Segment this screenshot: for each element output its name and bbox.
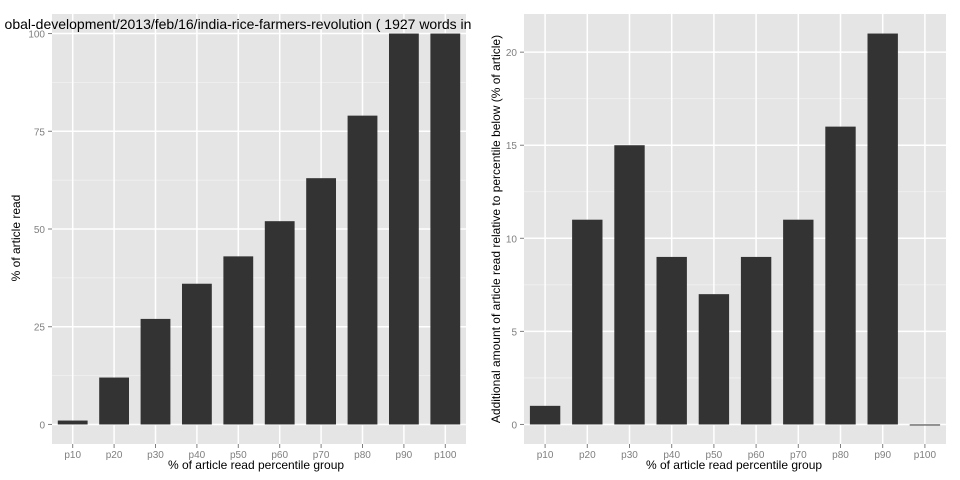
bar-p10 [57, 420, 88, 425]
y-tick-label: 20 [506, 48, 518, 59]
x-tick-label: p70 [313, 450, 330, 461]
y-tick-label: 15 [506, 141, 518, 152]
bar-p90 [867, 33, 898, 425]
right-x-ticks: p10 p20 p30 p40 p50 p60 p70 p80 p90 p100 [537, 444, 937, 461]
bar-p20 [572, 219, 603, 425]
x-tick-label: p70 [790, 450, 807, 461]
left-bars [57, 33, 461, 425]
x-tick-label: p100 [914, 450, 937, 461]
right-chart: 0 5 10 15 20 p10 p20 p30 p40 p50 p60 p70 p80 p90 p100… [489, 14, 946, 472]
right-y-ticks: 0 5 10 15 20 [506, 48, 524, 431]
bar-p30 [140, 318, 171, 425]
bar-p20 [99, 377, 130, 425]
left-x-axis-label: % of article read percentile group [168, 458, 344, 472]
bar-p100 [430, 33, 461, 425]
bar-p80 [347, 115, 378, 425]
x-tick-label: p90 [396, 450, 413, 461]
bar-p30 [614, 145, 645, 425]
y-tick-label: 100 [28, 30, 45, 41]
x-tick-label: p80 [832, 450, 849, 461]
x-tick-label: p10 [64, 450, 81, 461]
bar-p50 [698, 294, 730, 425]
x-tick-label: p80 [354, 450, 371, 461]
x-tick-label: p30 [147, 450, 164, 461]
bar-p60 [264, 221, 295, 425]
y-tick-label: 5 [511, 327, 517, 338]
y-tick-label: 0 [39, 420, 45, 431]
bar-p70 [306, 178, 337, 425]
bar-p60 [740, 256, 772, 425]
bar-p70 [783, 219, 814, 425]
bar-p40 [656, 256, 687, 425]
bar-p100 [909, 424, 941, 426]
bar-p50 [223, 256, 254, 425]
x-tick-label: p20 [579, 450, 596, 461]
left-chart-title: obal-development/2013/feb/16/india-rice-… [5, 16, 472, 32]
y-tick-label: 25 [34, 323, 46, 334]
y-tick-label: 75 [34, 127, 46, 138]
bar-p90 [388, 33, 419, 425]
x-tick-label: p60 [748, 450, 765, 461]
x-tick-label: p20 [106, 450, 123, 461]
x-tick-label: p40 [663, 450, 680, 461]
x-tick-label: p90 [874, 450, 891, 461]
x-tick-label: p60 [271, 450, 288, 461]
bar-p80 [825, 126, 856, 425]
bar-p40 [181, 283, 212, 425]
right-x-axis-label: % of article read percentile group [646, 458, 822, 472]
right-bars [529, 33, 941, 426]
x-tick-label: p50 [230, 450, 247, 461]
x-tick-label: p40 [189, 450, 206, 461]
bar-p10 [529, 405, 561, 425]
y-tick-label: 50 [34, 225, 46, 236]
left-y-axis-label: % of article read [9, 195, 23, 282]
y-tick-label: 10 [506, 234, 518, 245]
x-tick-label: p30 [621, 450, 638, 461]
left-x-ticks: p10 p20 p30 p40 p50 p60 p70 p80 p90 p100 [64, 444, 457, 461]
x-tick-label: p100 [434, 450, 457, 461]
right-y-axis-label: Additional amount of article read relati… [489, 35, 503, 423]
x-tick-label: p50 [706, 450, 723, 461]
y-tick-label: 0 [511, 420, 517, 431]
left-y-ticks: 0 25 50 75 100 [28, 30, 52, 431]
x-tick-label: p10 [537, 450, 554, 461]
